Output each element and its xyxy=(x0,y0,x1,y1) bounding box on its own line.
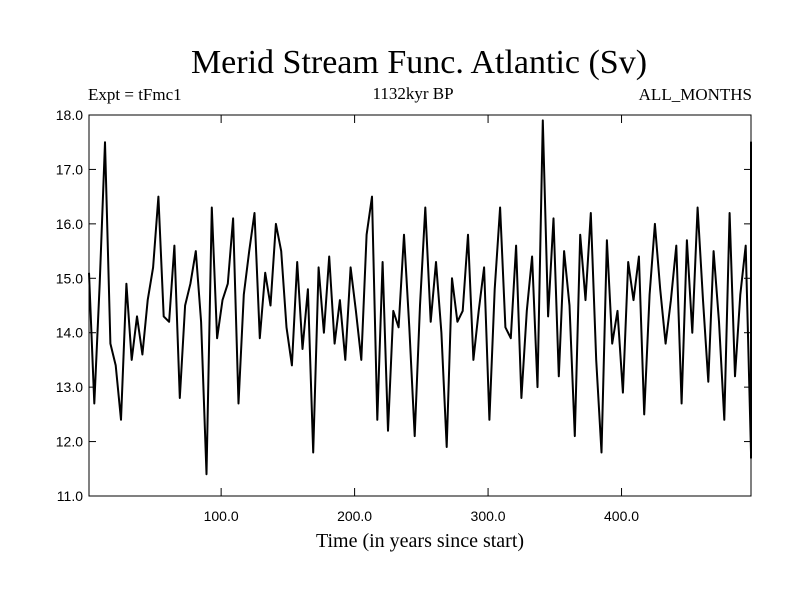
x-tick-label-400: 400.0 xyxy=(604,508,639,524)
y-tick-label-15: 15.0 xyxy=(56,270,83,286)
experiment-label: Expt = tFmc1 xyxy=(88,85,182,104)
y-tick-label-16: 16.0 xyxy=(56,216,83,232)
months-label: ALL_MONTHS xyxy=(639,85,752,104)
chart-title: Merid Stream Func. Atlantic (Sv) xyxy=(191,44,647,81)
chart-subtitle: 1132kyr BP xyxy=(372,84,453,103)
y-tick-label-12: 12.0 xyxy=(56,434,83,450)
y-tick-label-11: 11.0 xyxy=(57,488,83,504)
y-axis: 11.0 12.0 13.0 14.0 15.0 16.0 17.0 18.0 xyxy=(56,107,751,504)
x-tick-label-100: 100.0 xyxy=(204,508,239,524)
x-tick-label-300: 300.0 xyxy=(471,508,506,524)
x-tick-label-200: 200.0 xyxy=(337,508,372,524)
y-tick-label-13: 13.0 xyxy=(56,379,83,395)
y-tick-label-14: 14.0 xyxy=(56,325,83,341)
series-line-tFmc1 xyxy=(88,119,752,476)
y-tick-label-17: 17.0 xyxy=(56,161,83,177)
x-axis: 100.0 200.0 300.0 400.0 xyxy=(204,115,639,524)
y-tick-label-18: 18.0 xyxy=(56,107,83,123)
x-axis-title: Time (in years since start) xyxy=(316,530,524,552)
